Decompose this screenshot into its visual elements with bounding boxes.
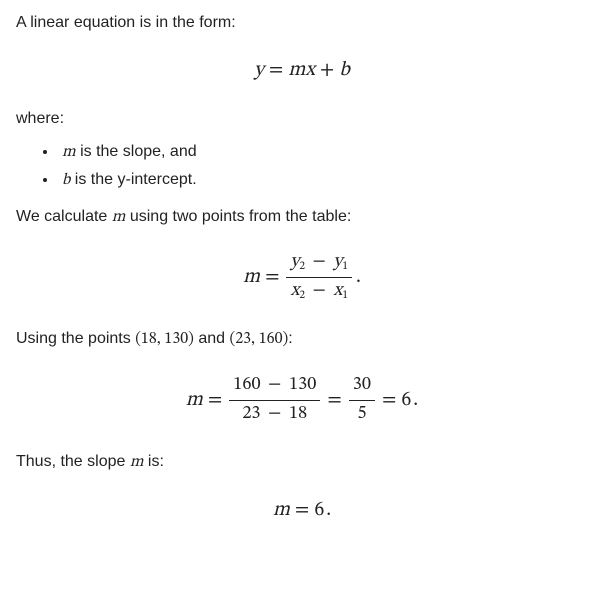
var-m-inline-2: m xyxy=(112,209,126,225)
num-23: 23 xyxy=(242,405,260,423)
var-x: x xyxy=(305,56,315,84)
thus-sentence: Thus, the slope m is: xyxy=(16,451,588,473)
op-minus: − xyxy=(309,253,329,271)
using-post: : xyxy=(288,330,292,347)
using-mid: and xyxy=(194,330,230,347)
num-18: 18 xyxy=(289,405,307,423)
var-m: m xyxy=(243,263,260,291)
var-m-inline-3: m xyxy=(130,454,144,470)
var-y: y xyxy=(254,56,264,84)
op-minus: − xyxy=(265,376,285,394)
op-plus: + xyxy=(315,56,339,84)
op-eq: = xyxy=(260,263,284,291)
var-m: m xyxy=(288,56,305,84)
op-minus: − xyxy=(265,405,285,423)
thus-post: is: xyxy=(143,453,163,470)
fraction-1: 160 − 130 23 − 18 xyxy=(229,373,320,428)
calc-pre: We calculate xyxy=(16,208,112,225)
num-160: 160 xyxy=(233,376,260,394)
op-minus: − xyxy=(309,282,329,300)
result-6: 6 xyxy=(401,386,411,414)
point-1: (18, 130) xyxy=(135,331,194,347)
op-eq: = xyxy=(264,56,288,84)
var-x1: x xyxy=(334,282,343,300)
document-page: A linear equation is in the form: y = m … xyxy=(0,0,604,597)
thus-pre: Thus, the slope xyxy=(16,453,130,470)
list-item: b is the y-intercept. xyxy=(58,169,588,191)
op-eq: = xyxy=(203,386,227,414)
fraction: y2 − y1 x2 − x1 xyxy=(286,250,352,305)
where-list: m is the slope, and b is the y-intercept… xyxy=(16,141,588,192)
period: . xyxy=(324,496,331,524)
period: . xyxy=(411,386,418,414)
sub-2: 2 xyxy=(299,260,305,272)
eq-linear-form: y = m x + b xyxy=(16,56,588,84)
using-points-sentence: Using the points (18, 130) and (23, 160)… xyxy=(16,328,588,350)
point-2: (23, 160) xyxy=(230,331,289,347)
period: . xyxy=(354,263,361,291)
op-eq-2: = xyxy=(322,386,346,414)
var-m-inline: m xyxy=(62,144,76,160)
calc-sentence: We calculate m using two points from the… xyxy=(16,206,588,228)
where-label: where: xyxy=(16,108,588,130)
sub-1: 1 xyxy=(342,260,348,272)
num-30: 30 xyxy=(353,376,371,394)
op-eq-3: = xyxy=(377,386,401,414)
eq-result: m = 6. xyxy=(16,496,588,524)
var-m: m xyxy=(273,496,290,524)
using-pre: Using the points xyxy=(16,330,135,347)
bullet-b-text: is the y-intercept. xyxy=(70,171,196,188)
op-eq: = xyxy=(290,496,314,524)
sub-2: 2 xyxy=(299,289,305,301)
list-item: m is the slope, and xyxy=(58,141,588,163)
num-130: 130 xyxy=(289,376,316,394)
eq-slope-formula: m = y2 − y1 x2 − x1 . xyxy=(16,250,588,305)
num-5: 5 xyxy=(357,405,366,423)
bullet-m-text: is the slope, and xyxy=(76,143,197,160)
calc-post: using two points from the table: xyxy=(125,208,351,225)
val-6: 6 xyxy=(314,496,324,524)
sub-1: 1 xyxy=(342,289,348,301)
intro-text: A linear equation is in the form: xyxy=(16,12,588,34)
var-m: m xyxy=(186,386,203,414)
eq-slope-numeric: m = 160 − 130 23 − 18 = 30 5 = 6. xyxy=(16,373,588,428)
fraction-2: 30 5 xyxy=(349,373,375,428)
var-b: b xyxy=(339,56,349,84)
